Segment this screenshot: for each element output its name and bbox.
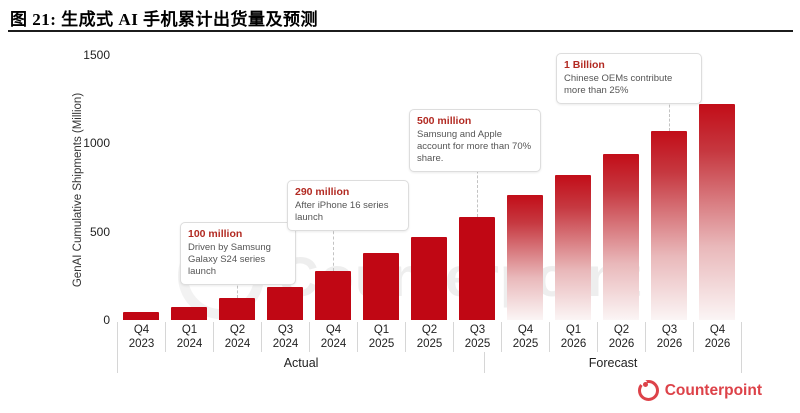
logo-dot bbox=[642, 382, 648, 387]
x-tick-label-q4-2025: Q4 2025 bbox=[501, 322, 549, 352]
annotation-heading: 500 million bbox=[417, 115, 472, 127]
bar-column-q2-2026 bbox=[597, 55, 645, 320]
bar-column-q2-2025 bbox=[405, 55, 453, 320]
annotation-body: Samsung and Apple account for more than … bbox=[417, 129, 532, 164]
bar-column-q3-2025 bbox=[453, 55, 501, 320]
y-axis-title: GenAI Cumulative Shipments (Million) bbox=[72, 92, 84, 288]
bar-column-q4-2025 bbox=[501, 55, 549, 320]
bar-q1-2024 bbox=[171, 306, 207, 320]
y-tick-label-0: 0 bbox=[103, 313, 110, 327]
bar-q2-2025 bbox=[411, 236, 447, 320]
x-axis-group-labels: Actual Forecast bbox=[117, 352, 742, 373]
bar-column-q4-2023 bbox=[117, 55, 165, 320]
group-label-forecast: Forecast bbox=[484, 352, 741, 373]
annotation-leader-line-100m bbox=[237, 281, 238, 298]
bar-q1-2026 bbox=[555, 175, 591, 320]
counterpoint-logo-icon bbox=[637, 377, 659, 401]
annotation-heading: 1 Billion bbox=[564, 59, 605, 71]
annotation-heading: 100 million bbox=[188, 228, 243, 240]
annotation-leader-line-290m bbox=[333, 226, 334, 271]
bar-q2-2024 bbox=[219, 297, 255, 320]
x-tick-label-q3-2024: Q3 2024 bbox=[261, 322, 309, 352]
bar-column-q3-2026 bbox=[645, 55, 693, 320]
bar-q4-2023 bbox=[123, 312, 159, 320]
x-tick-label-q4-2024: Q4 2024 bbox=[309, 322, 357, 352]
bar-q1-2025 bbox=[363, 252, 399, 320]
x-tick-label-q4-2023: Q4 2023 bbox=[117, 322, 165, 352]
bar-column-q1-2025 bbox=[357, 55, 405, 320]
plot-area bbox=[117, 55, 741, 320]
y-tick-label-500: 500 bbox=[89, 225, 110, 239]
title-rule bbox=[8, 30, 793, 32]
annotation-box-500m: 500 million Samsung and Apple account fo… bbox=[409, 109, 541, 172]
x-tick-label-q1-2024: Q1 2024 bbox=[165, 322, 213, 352]
group-label-actual: Actual bbox=[117, 352, 484, 373]
bar-column-q4-2026 bbox=[693, 55, 741, 320]
x-axis-quarter-labels: Q4 2023 Q1 2024 Q2 2024 Q3 2024 Q4 2024 Q1 2025 Q2 20… bbox=[117, 322, 742, 352]
bar-q3-2025 bbox=[459, 216, 495, 320]
annotation-box-100m: 100 million Driven by Samsung Galaxy S24… bbox=[180, 222, 296, 285]
annotation-body: Driven by Samsung Galaxy S24 series laun… bbox=[188, 242, 271, 277]
bar-q4-2025 bbox=[507, 195, 543, 320]
annotation-leader-line-500m bbox=[477, 156, 478, 217]
bar-column-q2-2024 bbox=[213, 55, 261, 320]
bar-column-q1-2026 bbox=[549, 55, 597, 320]
bar-q3-2024 bbox=[267, 287, 303, 320]
annotation-heading: 290 million bbox=[295, 186, 350, 198]
x-tick-label-q3-2025: Q3 2025 bbox=[453, 322, 501, 352]
x-tick-label-q4-2026: Q4 2026 bbox=[693, 322, 741, 352]
x-tick-label-q1-2026: Q1 2026 bbox=[549, 322, 597, 352]
bar-column-q1-2024 bbox=[165, 55, 213, 320]
brand-logo: Counterpoint bbox=[637, 377, 762, 401]
annotation-box-290m: 290 million After iPhone 16 series launc… bbox=[287, 180, 409, 231]
brand-name: Counterpoint bbox=[664, 381, 762, 399]
bar-q3-2026 bbox=[651, 130, 687, 320]
annotation-box-1b: 1 Billion Chinese OEMs contribute more t… bbox=[556, 53, 702, 104]
bar-q2-2026 bbox=[603, 153, 639, 320]
figure-title: 图 21: 生成式 AI 手机累计出货量及预测 bbox=[10, 10, 319, 29]
bar-q4-2024 bbox=[315, 270, 351, 320]
x-tick-label-q2-2024: Q2 2024 bbox=[213, 322, 261, 352]
x-tick-label-q3-2026: Q3 2026 bbox=[645, 322, 693, 352]
bar-column-q4-2024 bbox=[309, 55, 357, 320]
annotation-body: After iPhone 16 series launch bbox=[295, 200, 389, 223]
x-tick-label-q2-2026: Q2 2026 bbox=[597, 322, 645, 352]
bar-column-q3-2024 bbox=[261, 55, 309, 320]
x-tick-label-q2-2025: Q2 2025 bbox=[405, 322, 453, 352]
y-tick-label-1500: 1500 bbox=[83, 48, 110, 62]
bar-q4-2026 bbox=[699, 103, 735, 320]
x-tick-label-q1-2025: Q1 2025 bbox=[357, 322, 405, 352]
annotation-leader-line-1b bbox=[669, 100, 670, 131]
annotation-body: Chinese OEMs contribute more than 25% bbox=[564, 73, 673, 96]
y-tick-label-1000: 1000 bbox=[83, 136, 110, 150]
